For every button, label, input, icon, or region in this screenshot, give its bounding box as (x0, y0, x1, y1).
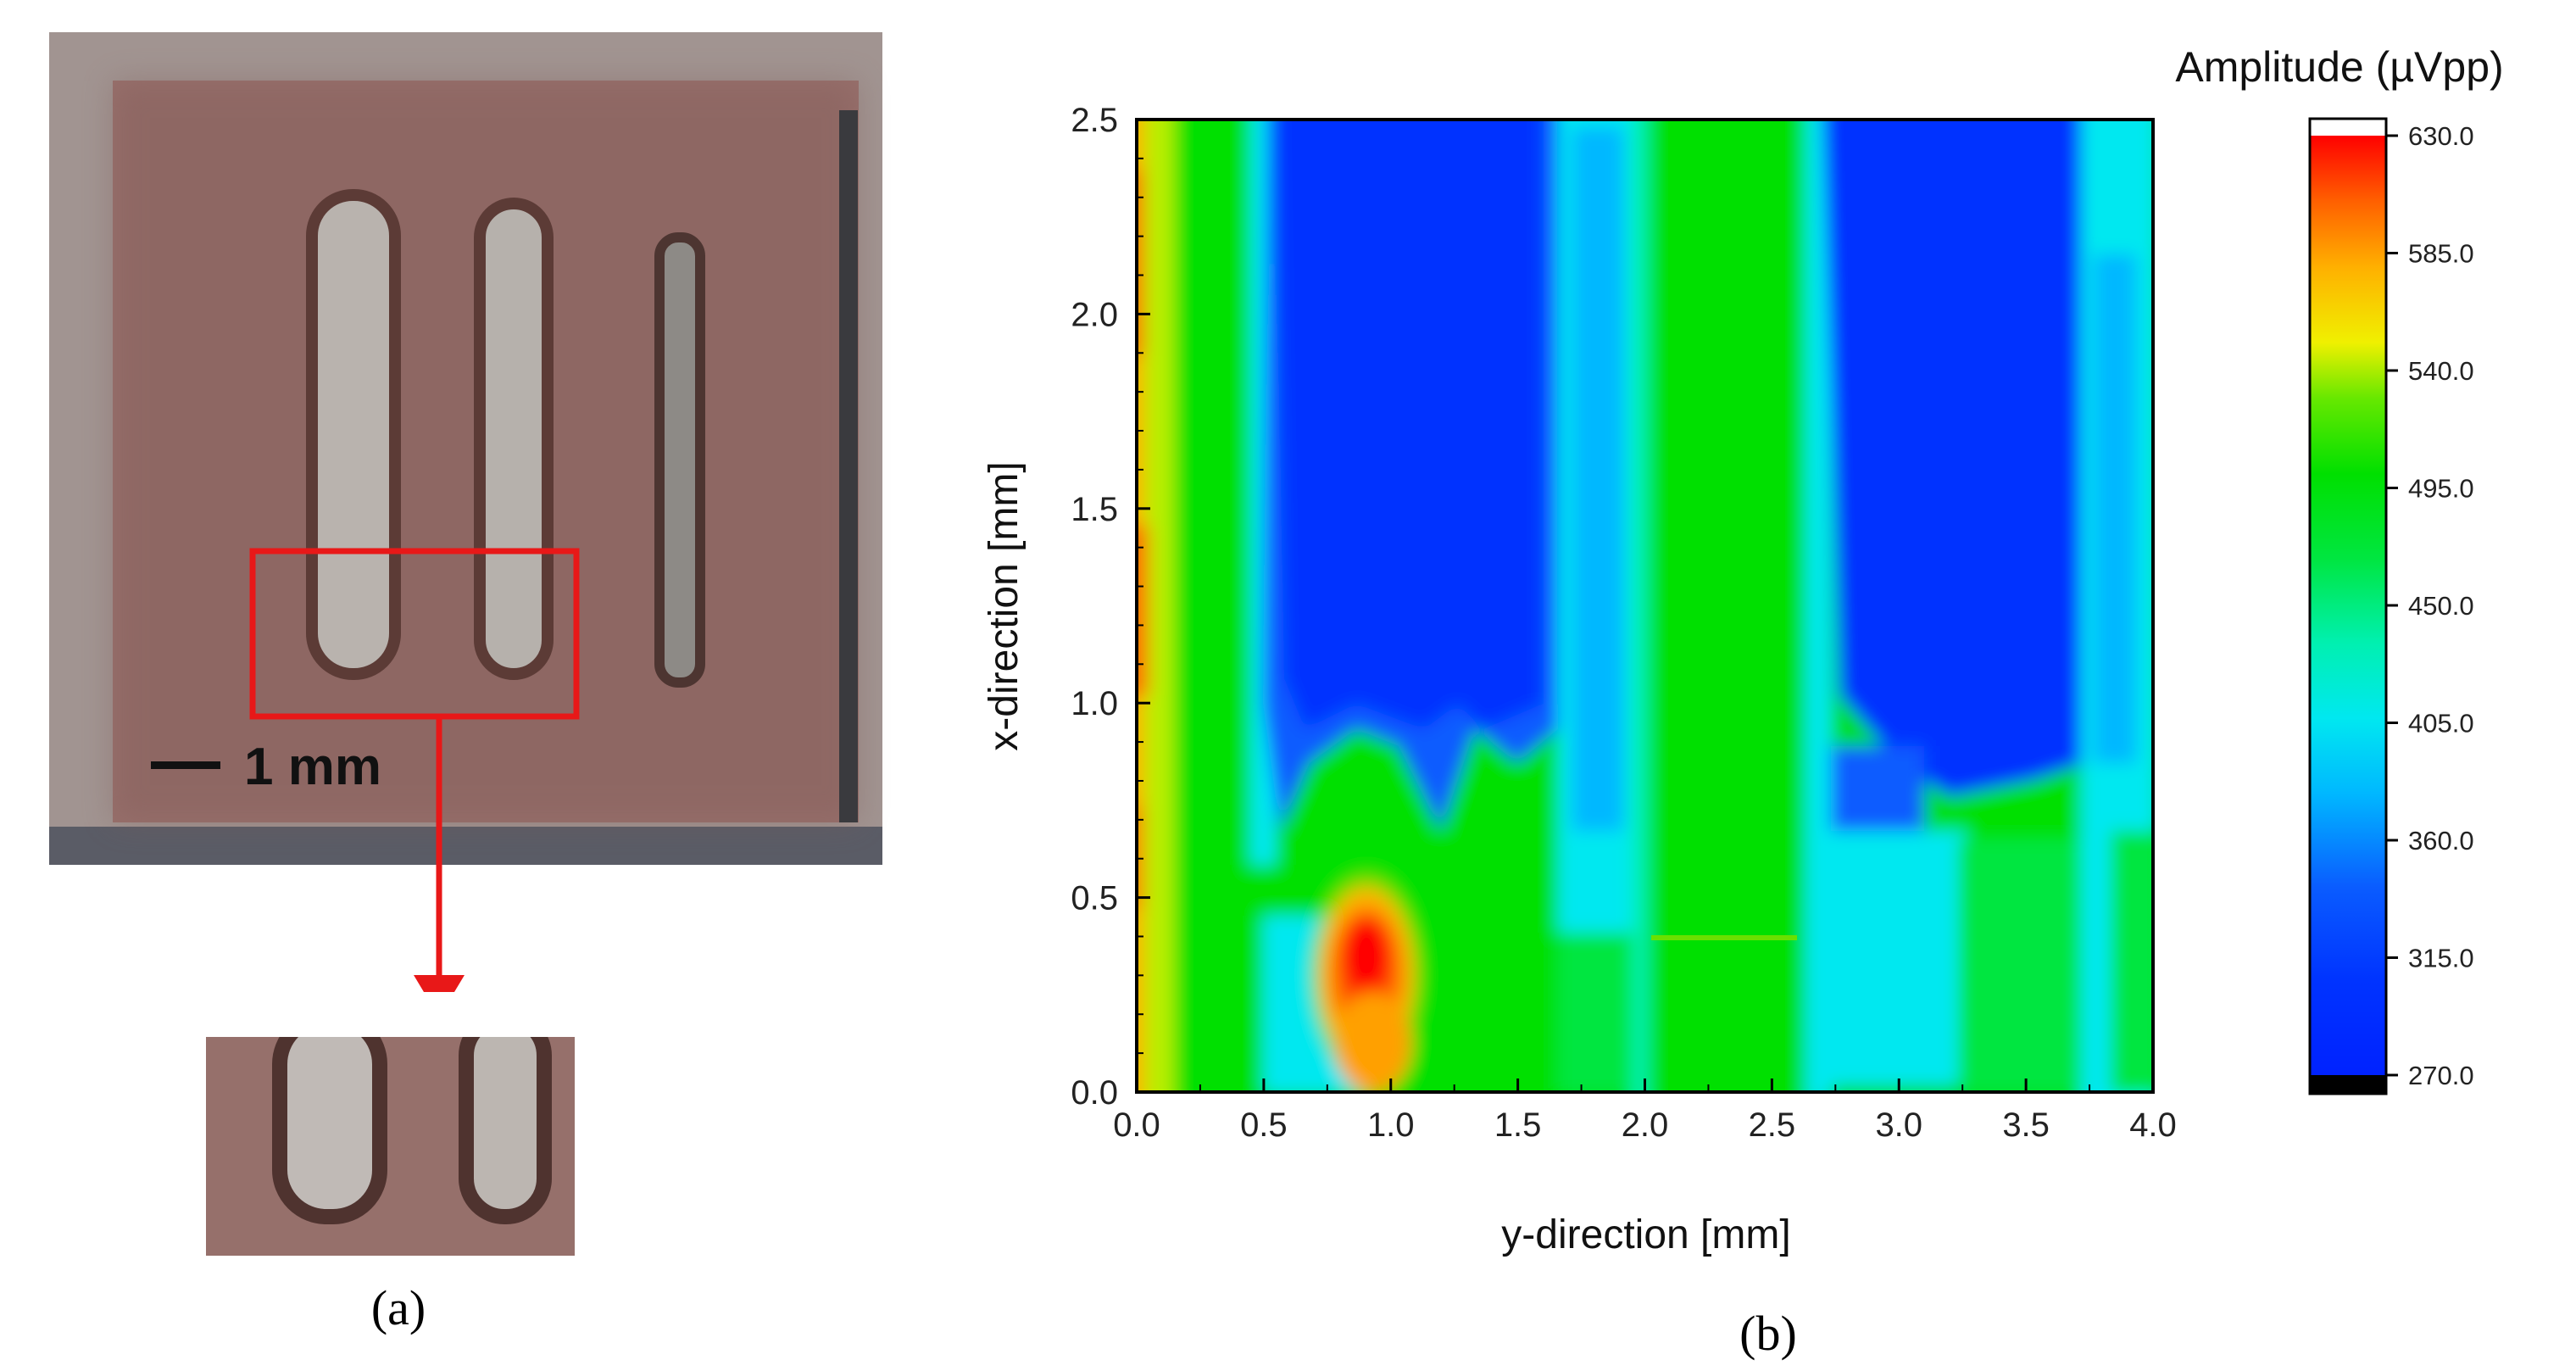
x-tick-label: 2.0 (1622, 1106, 1669, 1144)
inset-slot-2 (459, 1010, 552, 1224)
x-tick-label: 2.5 (1749, 1106, 1796, 1144)
y-tick-label: 2.5 (1071, 102, 1118, 139)
panel-a-photo: 1 mm (49, 32, 882, 1256)
slot-2 (474, 198, 554, 680)
photo-backing-strip (49, 827, 882, 865)
colorbar-ticks: 270.0 315.0 360.0 405.0 450.0 495.0 540.0 585.0… (2386, 121, 2474, 1090)
colorbar-tick-label: 315.0 (2408, 944, 2474, 973)
colorbar-tick-label: 495.0 (2408, 474, 2474, 504)
colorbar-tick-label: 360.0 (2408, 826, 2474, 855)
selection-box (249, 548, 580, 720)
y-axis-title: x-direction [mm] (982, 461, 1027, 750)
y-tick-label: 2.0 (1071, 296, 1118, 333)
x-tick-label: 1.0 (1367, 1106, 1415, 1144)
x-tick-label: 1.5 (1494, 1106, 1542, 1144)
axis-ticks: 0.0 0.5 1.0 1.5 2.0 2.5 3.0 3.5 4.0 0.0 0.5 1.0 1.5 2… (1071, 102, 2176, 1144)
x-axis-title: y-direction [mm] (1501, 1212, 1790, 1257)
colorbar-gradient (2310, 136, 2386, 1075)
scale-bar (151, 761, 220, 769)
x-tick-label: 0.5 (1240, 1106, 1288, 1144)
y-tick-label: 1.0 (1071, 685, 1118, 722)
scale-bar-label: 1 mm (244, 738, 381, 796)
x-tick-label: 0.0 (1113, 1106, 1160, 1144)
x-tick-label: 3.5 (2002, 1106, 2050, 1144)
colorbar-tick-label: 450.0 (2408, 591, 2474, 621)
panel-a-label: (a) (371, 1280, 426, 1335)
colorbar-title: Amplitude (µVpp) (2175, 43, 2503, 91)
y-tick-label: 0.5 (1071, 880, 1118, 917)
slot-3 (654, 232, 705, 688)
y-tick-label: 0.0 (1071, 1074, 1118, 1112)
colorbar-tick-label: 405.0 (2408, 709, 2474, 738)
slot-1 (306, 189, 401, 680)
colorbar-bottom-cap (2310, 1075, 2386, 1094)
colorbar-tick-label: 540.0 (2408, 356, 2474, 386)
colorbar-tick-label: 270.0 (2408, 1061, 2474, 1090)
colorbar: Amplitude (µVpp) 270.0 315.0 360.0 405.0 450… (2175, 43, 2504, 1095)
inset-slot-1 (272, 1010, 387, 1224)
heatmap-plot: 0.0 0.5 1.0 1.5 2.0 2.5 3.0 3.5 4.0 0.0 0.5 1.0 1.5 2… (1071, 102, 2176, 1144)
colorbar-tick-label: 585.0 (2408, 239, 2474, 269)
colorbar-top-cap (2310, 119, 2386, 136)
panel-b-label: (b) (1739, 1306, 1797, 1361)
y-tick-label: 1.5 (1071, 491, 1118, 528)
colorbar-tick-label: 630.0 (2408, 121, 2474, 151)
x-tick-label: 3.0 (1875, 1106, 1922, 1144)
x-tick-label: 4.0 (2129, 1106, 2177, 1144)
